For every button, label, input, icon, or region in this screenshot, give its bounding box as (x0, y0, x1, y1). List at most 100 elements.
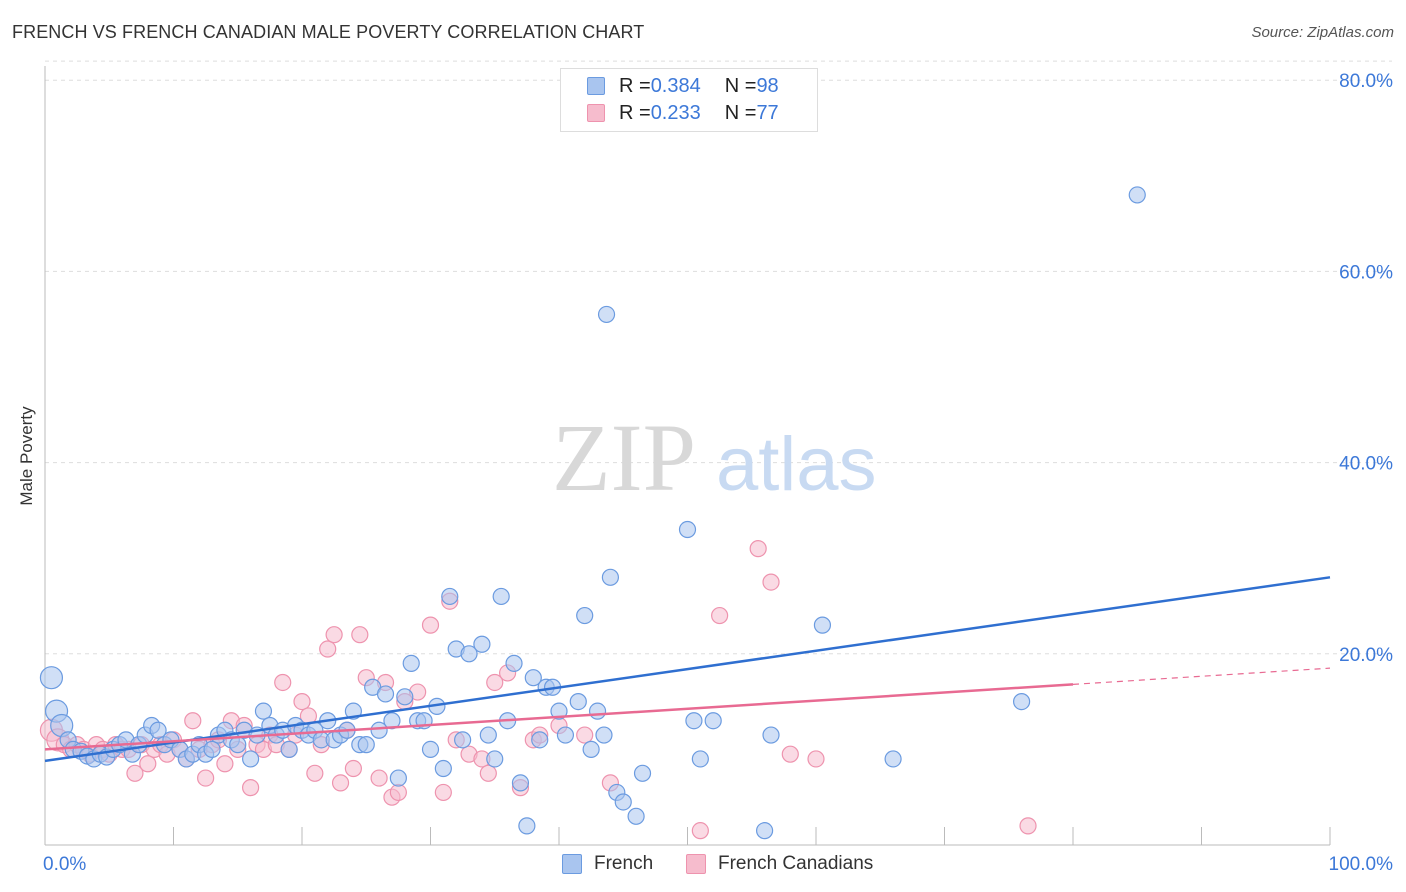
legend-n-value: 77 (756, 101, 779, 124)
french-canadians-point (216, 755, 234, 773)
french-canadians-point (749, 540, 767, 558)
french-point (550, 702, 568, 720)
french-point (383, 712, 401, 730)
french-canadians-trend-extension (1072, 667, 1331, 685)
y-tick-label: 60.0% (1339, 262, 1393, 283)
french-point (595, 726, 613, 744)
watermark-atlas: atlas (716, 422, 877, 507)
french-point (762, 726, 780, 744)
legend-r-value: 0.233 (650, 101, 701, 124)
french-canadians-point (331, 774, 350, 792)
french-point (357, 736, 375, 754)
french-point (39, 666, 64, 690)
french-point (704, 712, 722, 730)
french-point (242, 750, 260, 768)
french-point (627, 807, 645, 825)
french-point (486, 750, 504, 768)
french-point (1012, 692, 1031, 711)
trend-lines (44, 576, 1331, 763)
french-point (569, 692, 587, 711)
french-canadians-trend-line (44, 683, 1074, 751)
french-point (597, 305, 616, 324)
french-canadians-point (807, 750, 825, 768)
french-canadians-point (576, 726, 594, 744)
french-point (511, 774, 530, 792)
french-point (884, 750, 902, 768)
french-canadians-point (389, 783, 407, 802)
legend-r-label: R = (619, 74, 651, 97)
french-point (614, 793, 632, 811)
chart-title: FRENCH VS FRENCH CANADIAN MALE POVERTY C… (12, 22, 645, 42)
french-point (576, 606, 594, 625)
bottom-legend-french-label: French (594, 853, 654, 874)
french-point (396, 688, 414, 706)
french-point (454, 731, 472, 749)
french-canadians-point (325, 626, 343, 644)
legend-n-label: N = (724, 101, 757, 124)
legend-r-value: 0.384 (650, 74, 701, 97)
french-point (376, 685, 395, 703)
french-point (370, 721, 388, 739)
french-point (813, 616, 832, 634)
french-point (518, 817, 536, 835)
french-point (505, 654, 523, 672)
french-canadians-point (479, 764, 497, 782)
french-canadians-swatch (587, 104, 605, 122)
french-canadians-point (242, 779, 260, 797)
french-canadians-point (274, 673, 292, 692)
french-canadians-point (1019, 817, 1037, 835)
french-swatch (562, 854, 582, 874)
french-point (473, 635, 491, 653)
french-canadians-point (306, 764, 324, 782)
french-point (685, 712, 703, 730)
french-point (633, 764, 652, 782)
legend-n-label: N = (724, 74, 757, 97)
y-tick-label: 40.0% (1339, 454, 1393, 475)
french-point (556, 726, 575, 744)
french-canadians-point (762, 573, 780, 591)
french-point (524, 669, 542, 687)
y-tick-label: 20.0% (1339, 645, 1393, 666)
french-point (479, 726, 497, 744)
french-point (691, 750, 709, 768)
french-point (678, 520, 697, 539)
french-point (402, 654, 420, 672)
french-swatch (587, 77, 605, 95)
x-tick-label: 100.0% (1329, 854, 1394, 875)
french-trend-line (44, 576, 1331, 763)
legend-row-french-canadians: R = 0.233 N = 77 (587, 100, 779, 126)
axes (44, 66, 1331, 846)
correlation-legend: R = 0.384 N = 98 R = 0.233 N = 77 (560, 68, 818, 132)
french-point (588, 702, 607, 720)
french-canadians-point (351, 626, 369, 644)
french-point (755, 822, 774, 840)
legend-r-label: R = (619, 101, 651, 124)
grid-lines (45, 60, 1392, 655)
french-canadians-point (486, 673, 504, 692)
french-canadians-swatch (686, 854, 706, 874)
french-point (229, 736, 247, 754)
source-label: Source: ZipAtlas.com (1251, 24, 1394, 41)
x-tick-label: 0.0% (43, 854, 86, 875)
tick-labels: 20.0% 40.0% 60.0% 80.0% 0.0% 100.0% (43, 71, 1393, 875)
french-point (254, 702, 273, 720)
french-point (389, 769, 407, 787)
french-canadians-point (781, 745, 799, 763)
watermark-zip: ZIP (552, 404, 696, 511)
french-canadians-point (197, 769, 215, 787)
y-tick-label: 80.0% (1339, 71, 1393, 92)
french-canadians-point (434, 783, 452, 802)
french-canadians-point (184, 712, 202, 730)
french-point (460, 645, 478, 663)
french-canadians-point (319, 640, 337, 658)
french-canadians-point (293, 692, 311, 711)
bottom-legend-french-canadians: French Canadians (686, 852, 873, 876)
french-canadians-point (370, 769, 388, 787)
french-point (601, 568, 620, 586)
series-french-points (39, 186, 1146, 840)
french-canadians-point (691, 822, 709, 840)
french-point (434, 759, 452, 778)
bottom-legend-french-canadians-label: French Canadians (718, 853, 874, 874)
french-canadians-point (126, 764, 144, 782)
french-canadians-point (344, 759, 362, 778)
